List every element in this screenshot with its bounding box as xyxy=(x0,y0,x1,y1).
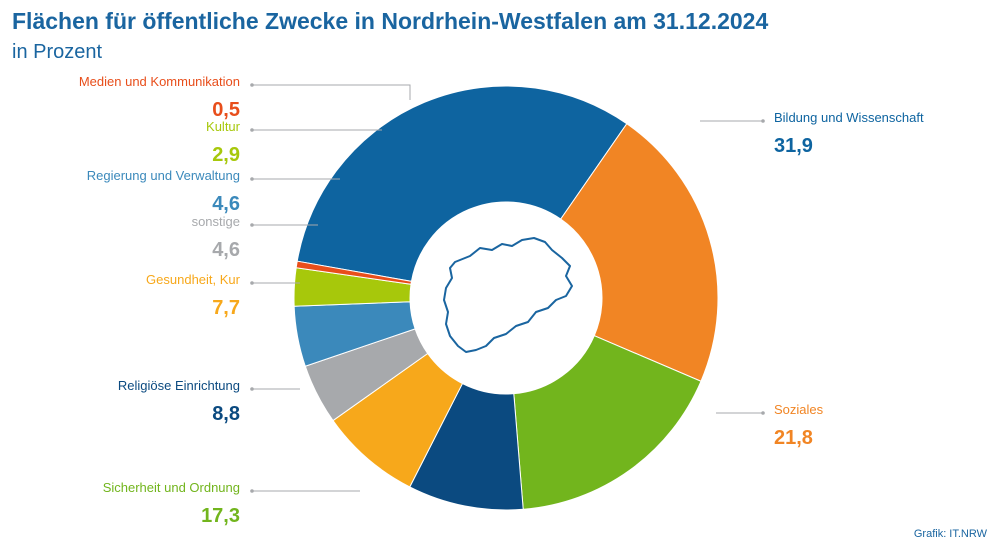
slice-medien-und-kommunikation xyxy=(295,260,413,285)
slice-label-regierung-und-verwaltung: Regierung und Verwaltung xyxy=(87,168,240,183)
slice-sicherheit-und-ordnung xyxy=(513,335,702,510)
slice-label-sonstige: sonstige xyxy=(192,214,240,229)
slice-value-regierung-und-verwaltung: 4,6 xyxy=(212,193,240,215)
slice-value-sonstige: 4,6 xyxy=(212,239,240,261)
slice-labels: Bildung und Wissenschaft 31,9 Soziales 21,8… xyxy=(79,74,924,527)
leader-dot-medien-und-kommunikation xyxy=(250,83,254,87)
leader-dot-kultur xyxy=(250,128,254,132)
nrw-map-icon xyxy=(443,237,573,353)
slice-value-soziales: 21,8 xyxy=(774,427,813,449)
slice-label-medien-und-kommunikation: Medien und Kommunikation xyxy=(79,74,240,89)
leader-line-medien-und-kommunikation xyxy=(252,84,411,100)
leader-dot-regierung-und-verwaltung xyxy=(250,177,254,181)
slice-soziales xyxy=(559,123,719,382)
slice-value-sicherheit-und-ordnung: 17,3 xyxy=(201,505,240,527)
leader-dot-soziales xyxy=(761,411,765,415)
slice-bildung-und-wissenschaft xyxy=(296,85,628,282)
slice-label-bildung-und-wissenschaft: Bildung und Wissenschaft xyxy=(774,110,924,125)
slice-label-gesundheit-kur: Gesundheit, Kur xyxy=(146,272,241,287)
slice-label-religiöse-einrichtung: Religiöse Einrichtung xyxy=(118,378,240,393)
slice-label-kultur: Kultur xyxy=(206,119,241,134)
leader-dot-sicherheit-und-ordnung xyxy=(250,489,254,493)
chart-subtitle: in Prozent xyxy=(12,41,103,63)
slice-label-sicherheit-und-ordnung: Sicherheit und Ordnung xyxy=(103,480,240,495)
leader-dot-gesundheit-kur xyxy=(250,281,254,285)
leader-dot-religiöse-einrichtung xyxy=(250,387,254,391)
leader-dot-bildung-und-wissenschaft xyxy=(761,119,765,123)
leader-dot-sonstige xyxy=(250,223,254,227)
slice-value-medien-und-kommunikation: 0,5 xyxy=(212,99,240,121)
slice-value-kultur: 2,9 xyxy=(212,144,240,166)
donut-slices xyxy=(293,85,719,511)
slice-value-bildung-und-wissenschaft: 31,9 xyxy=(774,135,813,157)
slice-value-gesundheit-kur: 7,7 xyxy=(212,297,240,319)
slice-label-soziales: Soziales xyxy=(774,402,824,417)
chart-title: Flächen für öffentliche Zwecke in Nordrh… xyxy=(12,8,769,34)
source-credit: Grafik: IT.NRW xyxy=(913,528,987,540)
slice-value-religiöse-einrichtung: 8,8 xyxy=(212,403,240,425)
